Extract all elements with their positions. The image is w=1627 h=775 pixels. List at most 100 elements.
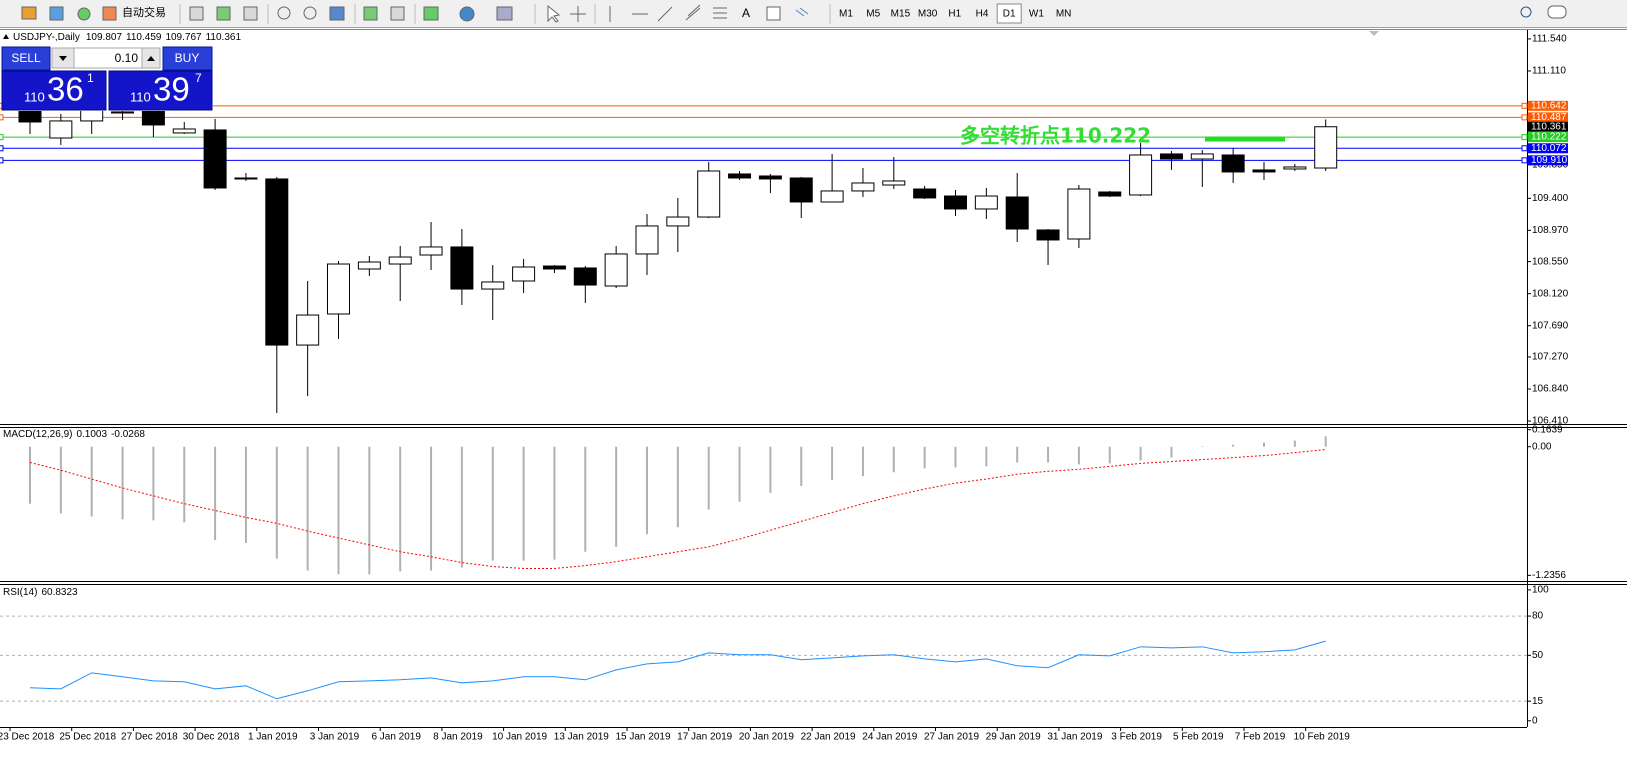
sell-price-fraction[interactable]: 1 [87,71,94,85]
sell-price-pips[interactable]: 36 [47,71,84,108]
candle-body [913,188,937,199]
candle-body [111,111,135,114]
sell-price-box[interactable] [1,70,107,111]
timeframe-button[interactable]: M15 [891,9,911,20]
candle-body [820,190,844,203]
buy-price-big-figure[interactable]: 110 [130,89,151,104]
buy-price-pips[interactable]: 39 [153,71,190,108]
active-timeframe [996,3,1022,24]
candle-body [296,314,320,346]
candle-body [728,173,752,179]
y-tick-label: 108.550 [1532,256,1569,267]
candle-body [512,266,536,282]
candle-body [974,195,998,210]
icon[interactable] [547,4,561,23]
candle-body [1067,188,1091,240]
icon[interactable] [216,6,231,21]
candle-body [1098,191,1122,197]
x-tick-label: 7 Feb 2019 [1235,732,1286,743]
icon[interactable] [189,6,204,21]
icon[interactable] [243,6,258,21]
sell-button[interactable] [1,46,51,71]
sell-label[interactable]: SELL [11,51,41,65]
icon[interactable] [329,6,345,21]
candle-body [1159,153,1183,160]
x-tick-label: 6 Jan 2019 [371,732,421,743]
candle-body [481,281,505,290]
timeframe-button[interactable]: D1 [1003,9,1016,20]
buy-button[interactable] [162,46,213,71]
level-label: 110.642 [1531,100,1567,111]
main-panel: 多空转折点110.222 [0,99,1528,414]
y-tick-label: 107.690 [1532,320,1569,331]
x-tick-label: 5 Feb 2019 [1173,732,1224,743]
timeframe-button[interactable]: H1 [948,9,961,20]
icon[interactable] [766,6,781,21]
candle-body [666,216,690,227]
x-tick-label: 17 Jan 2019 [677,732,732,743]
icon[interactable] [303,6,317,20]
level-label-bg [1528,112,1568,123]
x-tick-label: 23 Dec 2018 [0,732,55,743]
chat-icon[interactable] [1547,5,1567,19]
candle-body [357,261,381,270]
level-handle [0,134,4,141]
icon[interactable] [49,6,64,21]
lot-value[interactable]: 0.10 [115,51,139,65]
chart-header-text: USDJPY-,Daily 109.807 110.459 109.767 110.36… [13,32,241,43]
y-tick-label: -1.2356 [1532,570,1566,581]
search-icon[interactable] [1520,6,1532,18]
icon[interactable] [390,6,405,21]
text-tool[interactable]: A [742,6,750,20]
signal-line [29,449,1326,570]
auto-trading-button[interactable]: 自动交易 [122,5,166,19]
icon[interactable] [77,7,91,21]
macd-value: 0.1003 [76,429,107,440]
icon[interactable] [713,7,727,19]
y-tick-label: 106.410 [1532,416,1569,427]
icon[interactable] [21,6,37,20]
buy-price-box[interactable] [108,70,213,111]
icon[interactable] [363,6,378,21]
candle-body [1314,126,1338,169]
icon[interactable] [459,6,475,22]
high-value: 110.459 [126,32,162,43]
level-label-bg [1528,155,1568,166]
candle-body [419,246,443,256]
icon[interactable] [423,6,439,21]
candle-body [573,267,597,286]
x-tick-label: 29 Jan 2019 [986,732,1041,743]
level-handle [1521,157,1528,164]
level-label-bg [1528,132,1568,143]
candle-body [944,195,967,210]
icon[interactable] [657,6,673,22]
level-label: 110.222 [1531,132,1567,143]
timeframe-button[interactable]: M30 [918,9,938,20]
icon[interactable] [570,6,586,22]
timeframe-button[interactable]: M1 [839,9,853,20]
level-label-bg [1528,100,1568,111]
buy-label[interactable]: BUY [175,51,200,65]
x-tick-label: 1 Jan 2019 [248,732,298,743]
y-tick-label: 108.120 [1532,288,1569,299]
timeframe-button[interactable]: H4 [976,9,989,20]
y-tick-label: 50 [1532,650,1544,661]
icon[interactable] [685,4,701,21]
arrow-up [147,56,155,61]
timeframe-button[interactable]: W1 [1029,9,1044,20]
toolbar-icons [21,4,1567,24]
candle-body [1036,229,1060,241]
icon[interactable] [102,6,117,21]
icon[interactable] [795,7,809,17]
icon[interactable] [496,6,513,21]
level-handle [1521,134,1528,141]
sell-price-big-figure[interactable]: 110 [24,89,45,104]
timeframe-button[interactable]: M5 [866,9,880,20]
timeframe-button[interactable]: MN [1056,9,1072,20]
rsi-title: RSI(14) [3,587,37,598]
buy-price-fraction[interactable]: 7 [195,71,202,85]
icon[interactable] [277,6,291,20]
bid-label: 110.361 [1531,121,1567,132]
